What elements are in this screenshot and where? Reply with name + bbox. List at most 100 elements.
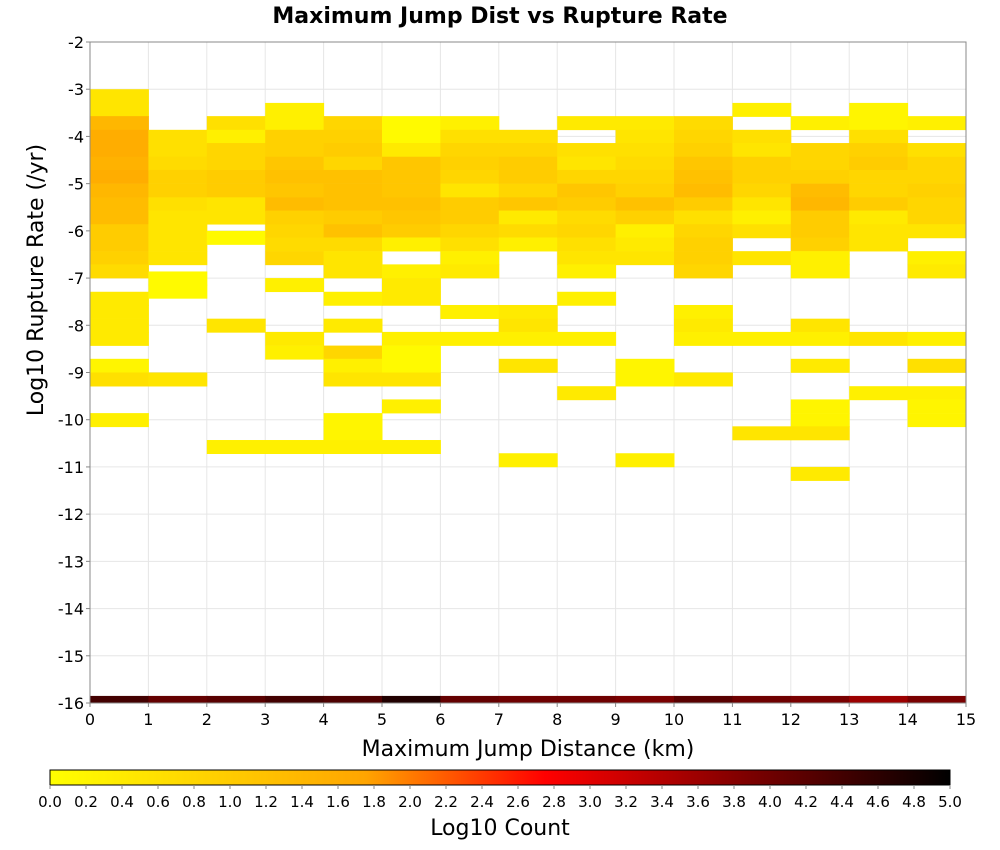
heatmap-cell — [440, 251, 500, 266]
heatmap-cell — [790, 426, 850, 441]
heatmap-cell — [90, 183, 149, 198]
heatmap-cell — [265, 237, 325, 252]
heatmap-cell-bottom — [790, 695, 850, 703]
heatmap-cell — [382, 197, 441, 212]
heatmap-cell — [90, 358, 149, 373]
heatmap-cell — [615, 237, 675, 252]
heatmap-cell — [90, 197, 149, 212]
heatmap-cell — [907, 251, 967, 266]
heatmap-cell — [323, 358, 383, 373]
y-tick-label: -15 — [58, 647, 84, 666]
y-axis-label: Log10 Rupture Rate (/yr) — [24, 144, 49, 416]
colorbar-tick-label: 3.4 — [650, 793, 674, 811]
heatmap-cell — [323, 372, 383, 387]
heatmap-cell-bottom — [323, 695, 383, 703]
heatmap-cell — [382, 345, 441, 360]
heatmap-cell — [90, 237, 149, 252]
heatmap-cell — [90, 169, 149, 184]
x-tick-label: 13 — [839, 710, 859, 729]
heatmap-cell — [907, 399, 967, 414]
heatmap-cell-bottom — [90, 695, 149, 703]
heatmap-cell — [790, 156, 850, 171]
heatmap-cell — [90, 331, 149, 346]
heatmap-cell — [907, 143, 967, 158]
y-axis-ticks: -2 -3 -4 -5 -6 -7 -8 -9 -10 -11 -12 -13 -14 -15 -16 — [58, 33, 90, 713]
heatmap-cell — [849, 129, 909, 144]
heatmap-cell — [732, 251, 792, 266]
x-tick-label: 15 — [956, 710, 976, 729]
heatmap-cell — [849, 102, 909, 117]
heatmap-cell — [206, 116, 266, 131]
colorbar-tick-label: 4.4 — [830, 793, 854, 811]
x-axis-ticks: 0 1 2 3 4 5 6 7 8 9 10 11 12 13 14 15 — [85, 703, 976, 729]
heatmap-cell — [265, 210, 325, 225]
heatmap-cell — [206, 210, 266, 225]
heatmap-cell — [615, 116, 675, 131]
colorbar-tick-label: 3.6 — [686, 793, 710, 811]
heatmap-cell — [907, 169, 967, 184]
heatmap-cell — [265, 183, 325, 198]
heatmap-cell — [206, 183, 266, 198]
heatmap-cell — [849, 237, 909, 252]
heatmap-cell — [849, 331, 909, 346]
heatmap-cell — [265, 224, 325, 239]
x-tick-label: 14 — [897, 710, 917, 729]
heatmap-cells — [90, 89, 967, 703]
y-tick-label: -16 — [58, 694, 84, 713]
heatmap-cell — [382, 358, 441, 373]
heatmap-cell — [90, 156, 149, 171]
heatmap-cell — [790, 399, 850, 414]
colorbar-label: Log10 Count — [430, 816, 570, 841]
colorbar-tick-label: 4.2 — [794, 793, 818, 811]
heatmap-cell — [382, 224, 441, 239]
heatmap-cell — [440, 304, 500, 319]
heatmap-cell — [323, 183, 383, 198]
heatmap-cell — [382, 440, 441, 455]
colorbar-tick-label: 2.0 — [398, 793, 422, 811]
heatmap-cell-bottom — [907, 695, 967, 703]
y-tick-label: -10 — [58, 411, 84, 430]
heatmap-cell — [615, 453, 675, 468]
colorbar-tick-label: 3.2 — [614, 793, 638, 811]
heatmap-cell — [557, 291, 617, 306]
heatmap-cell — [265, 345, 325, 360]
colorbar-tick-label: 3.8 — [722, 793, 746, 811]
heatmap-cell-bottom — [498, 695, 558, 703]
heatmap-cell — [674, 372, 733, 387]
heatmap-cell — [790, 224, 850, 239]
heatmap-cell-bottom — [732, 695, 792, 703]
heatmap-cell — [265, 102, 325, 117]
heatmap-cell — [90, 102, 149, 117]
heatmap-cell — [148, 129, 208, 144]
colorbar-tick-label: 1.6 — [326, 793, 350, 811]
y-tick-label: -4 — [68, 127, 84, 146]
heatmap-cell — [674, 210, 733, 225]
heatmap-cell — [323, 318, 383, 333]
x-tick-label: 11 — [722, 710, 742, 729]
heatmap-cell — [615, 224, 675, 239]
heatmap-cell — [265, 143, 325, 158]
heatmap-cell — [907, 116, 967, 131]
x-tick-label: 6 — [435, 710, 445, 729]
heatmap-cell-bottom — [615, 695, 675, 703]
heatmap-cell — [498, 197, 558, 212]
heatmap-cell — [440, 210, 500, 225]
heatmap-cell — [323, 440, 383, 455]
y-tick-label: -11 — [58, 458, 84, 477]
heatmap-cell — [148, 210, 208, 225]
heatmap-cell — [557, 386, 617, 401]
heatmap-cell — [790, 331, 850, 346]
heatmap-cell — [498, 156, 558, 171]
heatmap-cell — [790, 210, 850, 225]
heatmap-cell — [440, 197, 500, 212]
heatmap-cell — [674, 129, 733, 144]
heatmap-cell — [615, 251, 675, 266]
heatmap-cell — [90, 129, 149, 144]
heatmap-cell — [732, 331, 792, 346]
heatmap-cell — [90, 304, 149, 319]
heatmap-cell — [790, 264, 850, 279]
heatmap-cell — [732, 183, 792, 198]
heatmap-cell — [440, 264, 500, 279]
heatmap-cell — [90, 318, 149, 333]
